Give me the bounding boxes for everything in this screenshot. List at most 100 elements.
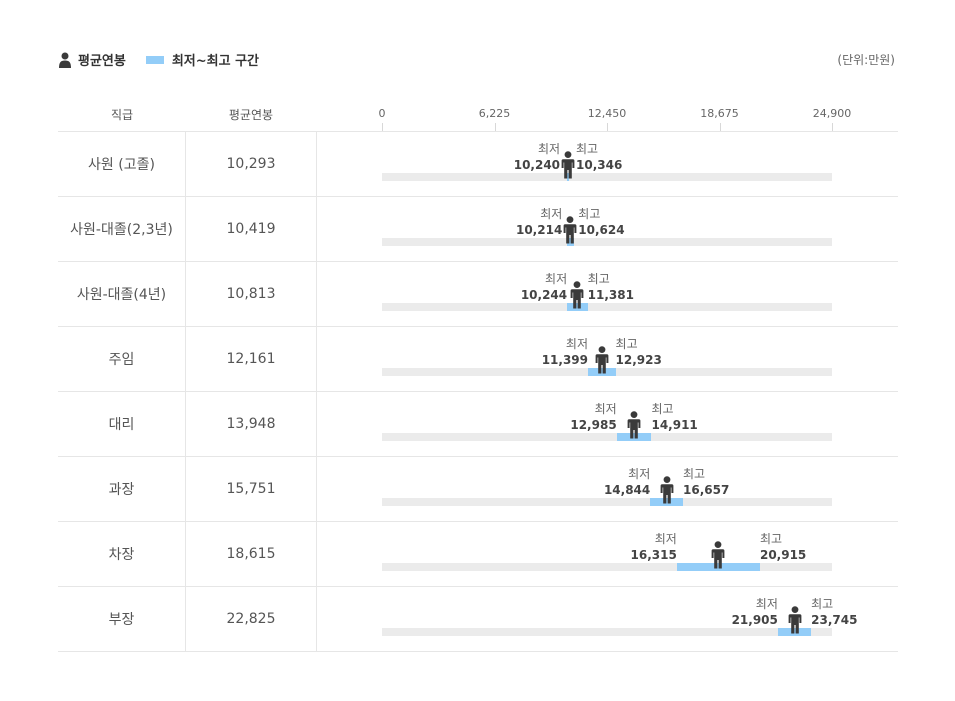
min-title: 최저	[755, 597, 778, 611]
avg-person-icon	[626, 411, 642, 439]
avg-salary-cell: 22,825	[186, 587, 317, 651]
max-value: 23,745	[811, 613, 858, 627]
max-value: 12,923	[615, 353, 662, 367]
max-title: 최고	[576, 142, 599, 156]
min-title: 최저	[540, 207, 563, 221]
legend-range-label: 최저~최고 구간	[171, 54, 260, 69]
max-salary-label: 최고 23,745	[811, 596, 857, 628]
table-body: 사원 (고졸) 10,293 최저 10,240 최고 10,346 사원-대졸(2,3년)…	[58, 132, 898, 652]
salary-bar-track	[382, 303, 832, 311]
min-title: 최저	[628, 467, 651, 481]
max-salary-label: 최고 11,381	[588, 271, 634, 303]
table-row: 사원 (고졸) 10,293 최저 10,240 최고 10,346	[58, 132, 898, 197]
min-title: 최저	[545, 272, 568, 286]
avg-salary-cell: 13,948	[186, 392, 317, 456]
min-value: 16,315	[630, 548, 677, 562]
axis-tick-mark	[494, 123, 496, 131]
grade-cell: 사원-대졸(4년)	[58, 262, 186, 326]
min-title: 최저	[654, 532, 677, 546]
table-row: 대리 13,948 최저 12,985 최고 14,911	[58, 392, 898, 457]
avg-salary-cell: 15,751	[186, 457, 317, 521]
salary-table: 직급 평균연봉 0 6,225 12,450 18,675 24,900 사원 (고졸)…	[58, 96, 898, 652]
axis-tick-mark	[607, 123, 608, 131]
max-salary-label: 최고 12,923	[616, 336, 662, 368]
table-row: 사원-대졸(2,3년) 10,419 최저 10,214 최고 10,624	[58, 197, 898, 262]
axis-tick-label: 12,450	[587, 107, 627, 120]
avg-salary-cell: 10,813	[186, 262, 317, 326]
axis-tick-label: 18,675	[700, 107, 739, 120]
salary-range-bar	[566, 238, 574, 246]
max-value: 11,381	[587, 288, 634, 302]
max-value: 10,624	[578, 223, 625, 237]
salary-range-bar	[588, 368, 616, 376]
grade-cell: 주임	[58, 327, 186, 391]
table-row: 부장 22,825 최저 21,905 최고 23,745	[58, 587, 898, 652]
avg-person-icon	[594, 346, 610, 374]
legend-range-swatch	[145, 55, 164, 64]
max-salary-label: 최고 16,657	[683, 466, 729, 498]
min-value: 10,244	[520, 288, 568, 302]
salary-bar-track	[382, 368, 832, 376]
min-salary-label: 최저 14,844	[604, 466, 650, 498]
salary-range-bar	[650, 498, 683, 506]
salary-bar-track	[382, 498, 832, 506]
salary-bar-track	[382, 563, 832, 571]
max-value: 16,657	[683, 483, 730, 497]
grade-cell: 부장	[58, 587, 186, 651]
legend-avg-label: 평균연봉	[78, 54, 126, 69]
max-title: 최고	[651, 402, 674, 416]
salary-range-bar	[616, 433, 652, 441]
grade-cell: 사원-대졸(2,3년)	[58, 197, 186, 261]
salary-bar-track	[382, 628, 832, 636]
min-value: 11,399	[541, 353, 589, 367]
max-salary-label: 최고 20,915	[760, 531, 806, 563]
max-salary-label: 최고 10,346	[576, 141, 622, 173]
min-salary-label: 최저 21,905	[732, 596, 778, 628]
table-row: 주임 12,161 최저 11,399 최고 12,923	[58, 327, 898, 392]
avg-salary-cell: 10,293	[186, 132, 317, 196]
avg-salary-cell: 18,615	[186, 522, 317, 586]
axis-tick-mark	[832, 123, 833, 131]
max-value: 14,911	[651, 418, 698, 432]
grade-cell: 과장	[58, 457, 186, 521]
min-salary-label: 최저 10,240	[514, 141, 560, 173]
table-row: 차장 18,615 최저 16,315 최고 20,915	[58, 522, 898, 587]
min-salary-label: 최저 12,985	[570, 401, 616, 433]
avg-person-icon	[569, 281, 585, 309]
min-title: 최저	[537, 142, 561, 156]
table-row: 사원-대졸(4년) 10,813 최저 10,244 최고 11,381	[58, 262, 898, 327]
min-value: 14,844	[603, 483, 651, 497]
min-salary-label: 최저 11,399	[542, 336, 588, 368]
grade-cell: 사원 (고졸)	[58, 132, 186, 196]
max-salary-label: 최고 14,911	[651, 401, 697, 433]
grade-cell: 차장	[58, 522, 186, 586]
max-value: 20,915	[759, 548, 807, 562]
axis-tick-label: 0	[378, 107, 386, 120]
min-title: 최저	[594, 402, 617, 416]
max-title: 최고	[811, 597, 834, 611]
grade-cell: 대리	[58, 392, 186, 456]
salary-range-bar	[567, 303, 588, 311]
axis-tick-mark	[382, 123, 383, 131]
avg-person-icon	[562, 216, 578, 244]
avg-salary-cell: 10,419	[186, 197, 317, 261]
unit-label: (단위:만원)	[837, 53, 895, 67]
max-title: 최고	[578, 207, 601, 221]
header-avg: 평균연봉	[228, 108, 274, 122]
min-value: 12,985	[570, 418, 617, 432]
avg-person-icon	[659, 476, 675, 504]
table-row: 과장 15,751 최저 14,844 최고 16,657	[58, 457, 898, 522]
axis-tick-mark	[719, 123, 721, 131]
max-title: 최고	[759, 532, 783, 546]
chart-legend: 평균연봉 최저~최고 구간	[58, 50, 259, 69]
min-salary-label: 최저 10,214	[516, 206, 562, 238]
table-header: 직급 평균연봉 0 6,225 12,450 18,675 24,900	[58, 96, 898, 132]
salary-bar-track	[382, 238, 832, 246]
avg-person-icon	[710, 541, 726, 569]
salary-bar-track	[382, 173, 832, 181]
max-title: 최고	[615, 337, 638, 351]
avg-salary-cell: 12,161	[186, 327, 317, 391]
min-title: 최저	[565, 337, 589, 351]
avg-person-icon	[787, 606, 803, 634]
avg-person-icon	[560, 151, 576, 179]
